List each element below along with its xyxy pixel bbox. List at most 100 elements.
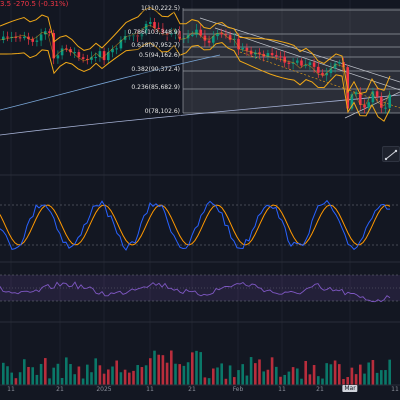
volume-bar <box>245 375 249 385</box>
volume-bar <box>375 372 379 385</box>
volume-bar <box>266 369 270 385</box>
candle-body <box>161 28 165 34</box>
volume-bar <box>224 378 228 385</box>
candle-body <box>249 50 253 55</box>
fibonacci-retracement-zone[interactable] <box>182 8 400 114</box>
volume-bar <box>304 360 307 385</box>
time-axis-label: 11 <box>146 386 154 393</box>
bollinger-lower <box>0 42 391 122</box>
candle-body <box>60 48 64 56</box>
candle-body <box>86 58 89 60</box>
time-axis-label: Feb <box>232 386 244 393</box>
volume-bar <box>354 374 358 385</box>
volume-bar <box>262 371 265 385</box>
candle-body <box>245 47 249 51</box>
volume-bar <box>157 354 160 385</box>
candle-body <box>329 68 333 74</box>
volume-bar <box>359 364 362 385</box>
volume-bar <box>52 367 55 385</box>
volume-bar <box>27 366 30 385</box>
time-axis-label: 11 <box>278 386 286 393</box>
pane-separators <box>0 174 400 386</box>
volume-bar <box>321 378 324 385</box>
candle-body <box>220 32 223 35</box>
candle-body <box>73 52 76 54</box>
bollinger-upper <box>0 6 391 95</box>
candle-body <box>233 38 236 40</box>
volume-bar <box>283 374 286 385</box>
volume-bar <box>287 371 291 385</box>
volume-bar <box>220 363 223 385</box>
volume-bar <box>111 366 114 385</box>
candle-body <box>56 55 60 59</box>
candle-body <box>23 36 26 39</box>
volume-bar <box>203 377 207 385</box>
trend-line <box>214 27 400 91</box>
volume-bar <box>325 363 328 385</box>
trend-line-tool-icon <box>384 149 398 161</box>
candle-body <box>191 34 194 36</box>
volume-bar <box>182 365 186 385</box>
candle-body <box>354 92 358 95</box>
volume-bar <box>65 357 68 385</box>
volume-bar <box>191 352 194 385</box>
fib-level-label: 0.236(85,682.9) <box>130 84 181 92</box>
volume-bar <box>249 357 253 385</box>
volume-bar <box>228 365 232 385</box>
volume-bar <box>56 363 60 385</box>
candle-body <box>359 92 362 105</box>
candle-body <box>27 36 30 40</box>
volume-bar <box>270 357 274 385</box>
volume-bar <box>254 363 257 385</box>
volume-bar <box>233 377 236 385</box>
volume-bar <box>317 376 320 385</box>
time-axis-label: Mar <box>342 385 358 392</box>
candle-body <box>380 96 383 108</box>
volume-bar <box>48 378 51 385</box>
trend-line-tool-button[interactable] <box>382 146 400 162</box>
candle-body <box>94 57 97 59</box>
volume-bar <box>69 364 72 385</box>
volume-bar <box>60 377 64 385</box>
candle-body <box>375 91 379 97</box>
volume-bar <box>346 377 349 385</box>
candle-body <box>367 102 370 108</box>
volume-bar <box>115 360 118 385</box>
volume-bar <box>291 367 295 385</box>
volume-bar <box>338 364 341 385</box>
rsi-pane <box>0 274 400 303</box>
candle-body <box>140 33 144 37</box>
volume-bar <box>312 365 316 385</box>
fib-level-label: 0.786(103,348.9) <box>126 29 181 37</box>
volume-bar <box>39 363 43 385</box>
candle-body <box>275 55 278 57</box>
volume-bar <box>275 366 278 385</box>
candle-body <box>14 36 18 38</box>
bollinger-bands <box>0 6 391 122</box>
candle-body <box>321 72 324 76</box>
volume-bar <box>388 359 391 385</box>
candle-body <box>363 104 366 108</box>
volume-bar <box>367 362 370 385</box>
volume-bar <box>23 359 26 385</box>
time-axis-label: 2025 <box>96 386 112 393</box>
rsi-line <box>0 281 391 303</box>
fib-level-label: 0.5(94,162.6) <box>138 52 181 60</box>
candle-body <box>31 39 34 42</box>
candle-body <box>333 63 337 69</box>
volume-bar <box>2 362 5 385</box>
candle-body <box>388 94 391 108</box>
candle-body <box>136 35 139 37</box>
volume-bar <box>153 350 156 385</box>
candle-body <box>123 36 127 40</box>
candle-body <box>350 94 354 109</box>
candle-body <box>371 91 375 103</box>
volume-bar <box>81 378 85 385</box>
candle-body <box>270 53 274 56</box>
candle-body <box>98 51 102 58</box>
time-axis-label: 21 <box>188 386 196 393</box>
volume-bar <box>199 352 202 385</box>
candle-body <box>115 48 118 50</box>
volume-bar <box>186 362 190 385</box>
